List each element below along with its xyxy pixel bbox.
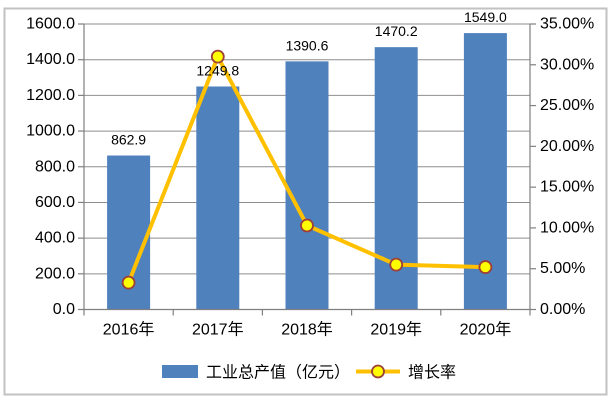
legend-marker-icon [371,364,385,379]
y-axis-right-label: 20.00% [540,138,594,155]
bar-data-label: 1249.8 [196,62,239,78]
growth-rate-marker-2020年 [478,260,493,274]
bar-data-label: 1549.0 [464,9,507,25]
y-axis-left-label: 400.0 [35,230,75,247]
x-axis-label: 2018年 [281,321,333,339]
chart-legend: 工业总产值（亿元） 增长率 [162,364,456,382]
y-axis-right-label: 15.00% [540,179,594,196]
y-axis-right-label: 5.00% [540,260,585,277]
y-axis-left-label: 600.0 [35,194,75,211]
y-axis-left-label: 1000.0 [26,123,75,140]
chart-frame-border [3,7,608,396]
bar-data-label: 1470.2 [375,23,418,39]
growth-rate-marker-2019年 [389,257,404,272]
y-axis-right-label: 25.00% [540,97,594,114]
growth-rate-marker-2017年 [210,49,225,64]
y-axis-right-label: 30.00% [540,56,594,73]
y-axis-right-label: 10.00% [540,219,594,236]
y-axis-left-label: 1200.0 [26,87,75,104]
growth-rate-marker-2018年 [300,218,314,233]
y-axis-right-label: 0.00% [540,301,585,318]
bar-2017年 [196,86,240,310]
bar-data-label: 862.9 [111,132,146,148]
growth-rate-marker-2016年 [121,275,136,290]
plot-area: 0.0 200.0 400.0 600.0 800.0 1000.0 1200.0 1400.… [26,9,594,338]
x-axis-label: 2017年 [192,321,244,339]
legend-line-label: 增长率 [408,364,456,382]
y-axis-left-label: 0.0 [53,301,75,318]
x-axis-label: 2016年 [103,321,155,339]
bar-data-label: 1390.6 [286,37,329,53]
y-axis-left-label: 800.0 [35,158,75,175]
x-axis-label: 2020年 [460,321,512,339]
legend-bar-swatch-icon [162,365,198,378]
legend-bar-label: 工业总产值（亿元） [206,364,350,382]
y-axis-left-label: 1400.0 [26,51,75,68]
bar-2018年 [285,61,329,310]
y-axis-left-label: 1600.0 [26,16,75,33]
x-axis-label: 2019年 [370,321,422,339]
y-axis-left-label: 200.0 [35,265,75,282]
y-axis-right-label: 35.00% [540,16,594,33]
